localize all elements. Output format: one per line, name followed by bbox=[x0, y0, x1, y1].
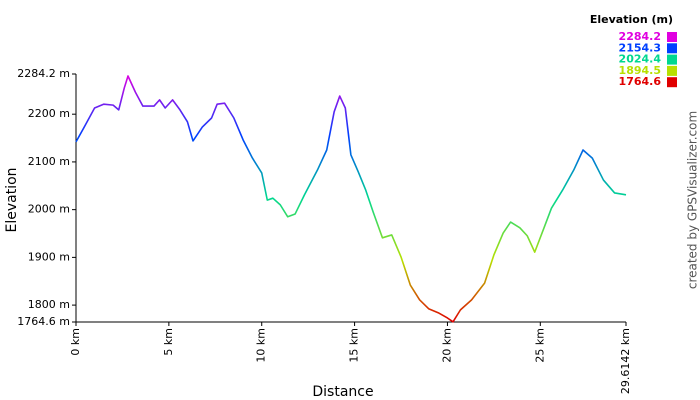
y-tick-label: 2284.2 m bbox=[17, 67, 70, 80]
elevation-line bbox=[75, 75, 627, 323]
y-tick-label: 1764.6 m bbox=[17, 315, 70, 328]
y-tick-label: 1900 m bbox=[28, 250, 70, 263]
credit: created by GPSVisualizer.com bbox=[686, 111, 700, 289]
legend-label: 2284.2 bbox=[619, 30, 661, 43]
x-tick-label: 25 km bbox=[533, 328, 546, 363]
x-tick-label: 15 km bbox=[348, 328, 361, 363]
y-tick-label: 1800 m bbox=[28, 298, 70, 311]
x-tick-label: 29.6142 km bbox=[619, 328, 632, 394]
x-tick-label: 20 km bbox=[440, 328, 453, 363]
y-tick-label: 2000 m bbox=[28, 203, 70, 216]
legend-title: Elevation (m) bbox=[590, 13, 673, 26]
legend-swatch bbox=[667, 77, 677, 88]
x-tick-label: 0 km bbox=[69, 328, 82, 356]
x-tick-label: 5 km bbox=[162, 328, 175, 356]
legend-label: 2024.4 bbox=[619, 53, 662, 66]
legend-swatch bbox=[667, 32, 677, 42]
legend-swatch bbox=[667, 65, 677, 76]
x-tick-label: 10 km bbox=[255, 328, 268, 363]
y-axis-label: Elevation bbox=[4, 167, 20, 232]
legend-label: 2154.3 bbox=[619, 41, 661, 54]
legend-swatch bbox=[667, 43, 677, 54]
legend-label: 1764.6 bbox=[619, 75, 662, 88]
legend-label: 1894.5 bbox=[619, 64, 661, 77]
legend-swatch bbox=[667, 54, 677, 65]
y-tick-label: 2200 m bbox=[28, 107, 70, 120]
y-tick-label: 2100 m bbox=[28, 155, 70, 168]
x-axis-label: Distance bbox=[312, 384, 373, 400]
